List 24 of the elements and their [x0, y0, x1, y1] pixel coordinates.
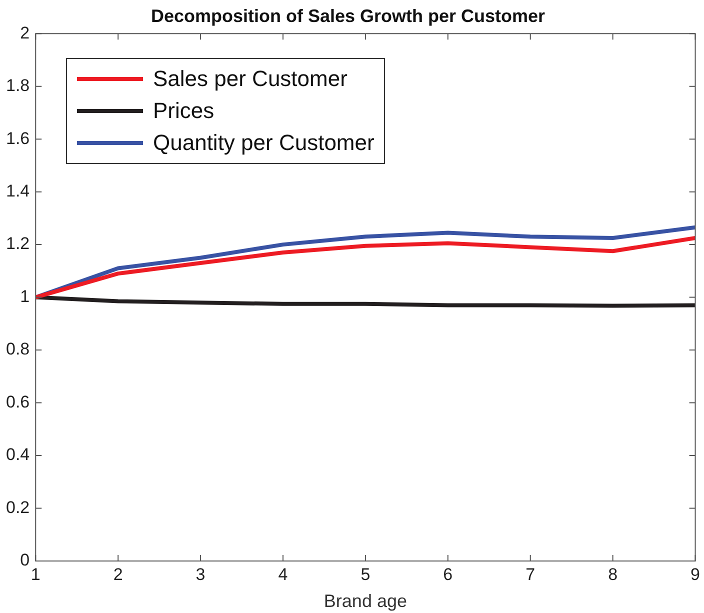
- legend-label: Prices: [153, 98, 214, 124]
- legend-label: Sales per Customer: [153, 66, 348, 92]
- x-tick-label: 3: [196, 564, 206, 584]
- y-tick-label: 0.4: [6, 445, 30, 464]
- y-tick-label: 1.4: [6, 182, 30, 201]
- y-tick-label: 1.2: [6, 234, 30, 254]
- x-tick-label: 8: [608, 564, 618, 584]
- y-tick-label: 0.2: [6, 498, 30, 517]
- chart-title: Decomposition of Sales Growth per Customer: [150, 6, 546, 26]
- x-tick-label: 5: [360, 564, 370, 584]
- y-tick-label: 2: [20, 23, 30, 42]
- x-tick-label: 9: [690, 564, 700, 584]
- x-tick-label: 7: [526, 564, 536, 584]
- x-tick-label: 4: [278, 564, 288, 584]
- legend-label: Quantity per Customer: [153, 130, 374, 156]
- x-tick-label: 2: [113, 564, 123, 584]
- y-tick-label: 0.8: [6, 340, 30, 359]
- y-tick-label: 0.6: [6, 392, 30, 412]
- y-tick-label: 0: [20, 550, 30, 570]
- y-tick-label: 1.8: [6, 76, 30, 96]
- x-axis-title: Brand age: [324, 591, 407, 612]
- y-tick-label: 1.6: [6, 128, 30, 148]
- y-tick-label: 1: [20, 286, 30, 306]
- x-tick-label: 6: [443, 564, 453, 584]
